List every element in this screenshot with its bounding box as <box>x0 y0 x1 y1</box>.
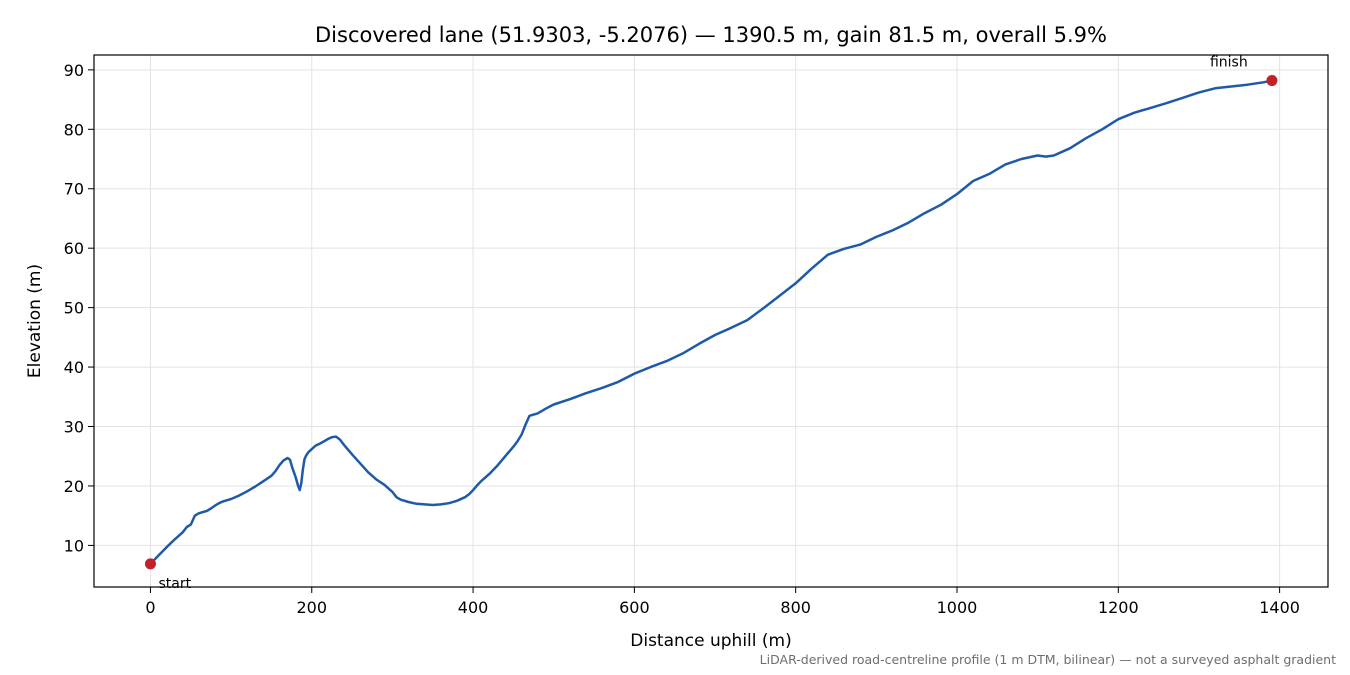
finish-marker <box>1266 75 1278 87</box>
x-axis-label: Distance uphill (m) <box>630 631 791 651</box>
y-tick-label: 60 <box>64 239 84 258</box>
chart-footnote: LiDAR-derived road-centreline profile (1… <box>760 652 1336 667</box>
grid-lines <box>94 55 1328 587</box>
y-tick-label: 50 <box>64 299 84 318</box>
elevation-line <box>149 79 1274 566</box>
axis-ticks: 0 200 400 600 800 1000 1200 1400 10 20 30 40 50 60 70 8… <box>64 61 1300 617</box>
y-tick-label: 30 <box>64 418 84 437</box>
plot-area-frame <box>93 54 1329 588</box>
x-tick-label: 600 <box>619 598 650 617</box>
y-tick-label: 40 <box>64 358 84 377</box>
x-tick-label: 1200 <box>1098 598 1139 617</box>
y-tick-label: 80 <box>64 120 84 139</box>
x-tick-label: 400 <box>458 598 489 617</box>
y-tick-label: 20 <box>64 477 84 496</box>
y-axis-label: Elevation (m) <box>25 264 45 378</box>
y-tick-label: 10 <box>64 536 84 555</box>
series-layer: start finish <box>144 55 1278 592</box>
y-tick-label: 90 <box>64 61 84 80</box>
chart-title: Discovered lane (51.9303, -5.2076) — 139… <box>315 23 1107 47</box>
x-tick-label: 200 <box>296 598 327 617</box>
start-label: start <box>158 576 191 592</box>
finish-label: finish <box>1210 55 1248 71</box>
start-marker <box>144 558 156 570</box>
y-tick-label: 70 <box>64 180 84 199</box>
x-tick-label: 1400 <box>1259 598 1300 617</box>
x-tick-label: 0 <box>145 598 155 617</box>
x-tick-label: 800 <box>780 598 811 617</box>
x-tick-label: 1000 <box>937 598 978 617</box>
